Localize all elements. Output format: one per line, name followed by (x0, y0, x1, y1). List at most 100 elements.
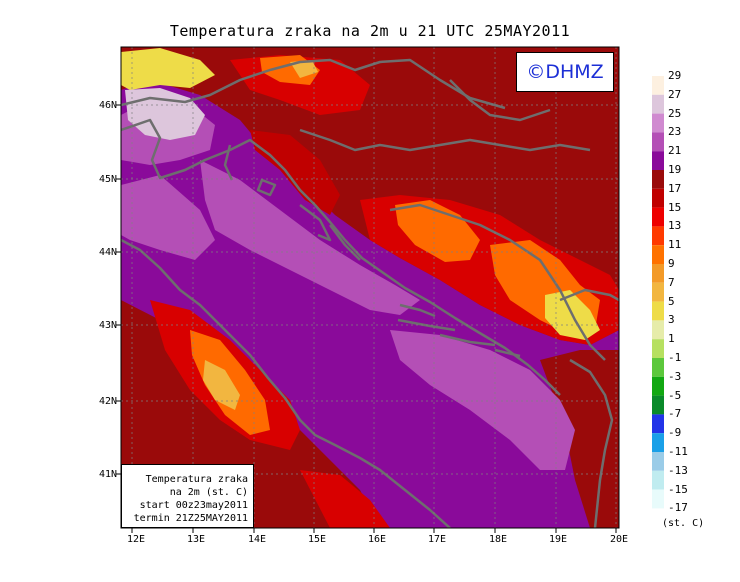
yellow-patch-alps (121, 48, 215, 90)
info-box: Temperatura zraka na 2m (st. C) start 00… (121, 464, 254, 528)
lat-label-46n: 46N (98, 100, 117, 111)
legend-color-box (652, 395, 664, 415)
legend-color-box (652, 339, 664, 358)
legend-label: 19 (668, 163, 682, 176)
dhmz-logo: ©DHMZ (516, 52, 614, 92)
lon-label-12e: 12E (126, 534, 146, 545)
lon-label-18e: 18E (488, 534, 508, 545)
legend-label: 11 (668, 238, 682, 252)
border-balkans-2 (389, 203, 606, 361)
island-brac (399, 303, 436, 318)
legend-color-boxes (652, 76, 664, 509)
border-north (449, 79, 551, 122)
sea-cool-region-west (121, 175, 215, 260)
island-hvar (397, 318, 456, 332)
legend-color-box (652, 376, 664, 396)
island-mljet (494, 348, 521, 358)
legend-label: 13 (668, 219, 682, 233)
legend-label: -1 (668, 351, 682, 364)
legend-label: -15 (668, 482, 688, 496)
legend-color-box (652, 301, 664, 321)
legend-color-box (652, 226, 664, 246)
sea-cool-region-north (200, 160, 420, 315)
legend-label: -9 (668, 426, 682, 440)
legend-color-box (652, 188, 664, 208)
yellow-patch-north (290, 60, 318, 78)
lon-label-14e: 14E (247, 534, 267, 545)
map-title: Temperatura zraka na 2m u 21 UTC 25MAY20… (169, 22, 571, 40)
axis-ticks (116, 104, 617, 533)
legend-color-box (652, 470, 664, 490)
legend-label: 9 (668, 257, 675, 270)
lat-label-44n: 44N (98, 247, 117, 258)
coastlines (121, 58, 619, 528)
legend-color-box (652, 452, 664, 471)
legend-label: -17 (668, 501, 688, 515)
grid-lines (121, 47, 619, 528)
lat-label-41n: 41N (98, 469, 117, 480)
sea-cool-region-south (390, 330, 575, 470)
legend-label: -13 (668, 463, 688, 477)
legend-label: 21 (668, 144, 682, 158)
legend-label: 27 (668, 87, 682, 101)
info-line-start: start 00z23may2011 (139, 500, 248, 511)
legend-label: 23 (668, 125, 682, 139)
border-balkans-1 (299, 128, 591, 152)
legend-color-box (652, 282, 664, 302)
legend-label: -11 (668, 445, 688, 458)
legend-color-box (652, 151, 664, 170)
legend-color-box (652, 170, 664, 189)
legend-color-box (652, 245, 664, 264)
red-band-coast (250, 130, 340, 215)
lon-label-16e: 16E (367, 534, 387, 545)
border-balkans-3 (559, 288, 619, 302)
orange-patch-balkans-1 (395, 200, 480, 262)
lon-label-17e: 17E (427, 534, 447, 545)
legend-label: 7 (668, 275, 675, 289)
border-balkans-4 (569, 358, 614, 528)
lat-label-43n: 43N (98, 320, 117, 331)
legend-label: 3 (668, 313, 675, 327)
island-krk (256, 178, 277, 197)
legend-color-box (652, 113, 664, 133)
island-dugi-otok (299, 204, 332, 242)
map-frame (120, 46, 620, 529)
legend-label: 17 (668, 181, 682, 195)
legend-color-box (652, 132, 664, 152)
legend-label: 1 (668, 332, 675, 346)
red-band-south (300, 470, 390, 528)
legend-color-box (652, 264, 664, 283)
legend-color-box (652, 94, 664, 114)
info-line-term: termin 21Z25MAY2011 (133, 513, 248, 524)
legend-label: -3 (668, 369, 682, 383)
island-korcula (439, 333, 496, 347)
lon-label-19e: 19E (548, 534, 568, 545)
coastline-adriatic-east (121, 118, 561, 396)
legend-label: 15 (668, 200, 682, 214)
island-pag (329, 224, 361, 261)
lat-label-45n: 45N (98, 174, 117, 185)
legend-color-box (652, 414, 664, 434)
info-line-unit: na 2m (st. C) (169, 487, 248, 498)
legend-label: 29 (668, 69, 682, 82)
legend-color-box (652, 207, 664, 227)
lon-label-15e: 15E (307, 534, 327, 545)
legend-color-box (652, 433, 664, 452)
legend-color-box (652, 76, 664, 95)
legend-label: -5 (668, 388, 682, 402)
legend-label: -7 (668, 407, 682, 421)
lon-label-20e: 20E (609, 534, 629, 545)
island-cres (223, 144, 234, 181)
border-alps (121, 58, 506, 110)
legend-unit: (st. C) (662, 518, 705, 529)
lat-label-42n: 42N (98, 396, 117, 407)
lon-label-13e: 13E (186, 534, 206, 545)
coastline-italy (121, 238, 451, 528)
yellow-patch-italy (203, 360, 240, 410)
legend-color-box (652, 358, 664, 377)
legend-label: 5 (668, 294, 675, 308)
legend-color-box (652, 320, 664, 340)
legend-color-box (652, 489, 664, 509)
legend-label: 25 (668, 106, 682, 120)
